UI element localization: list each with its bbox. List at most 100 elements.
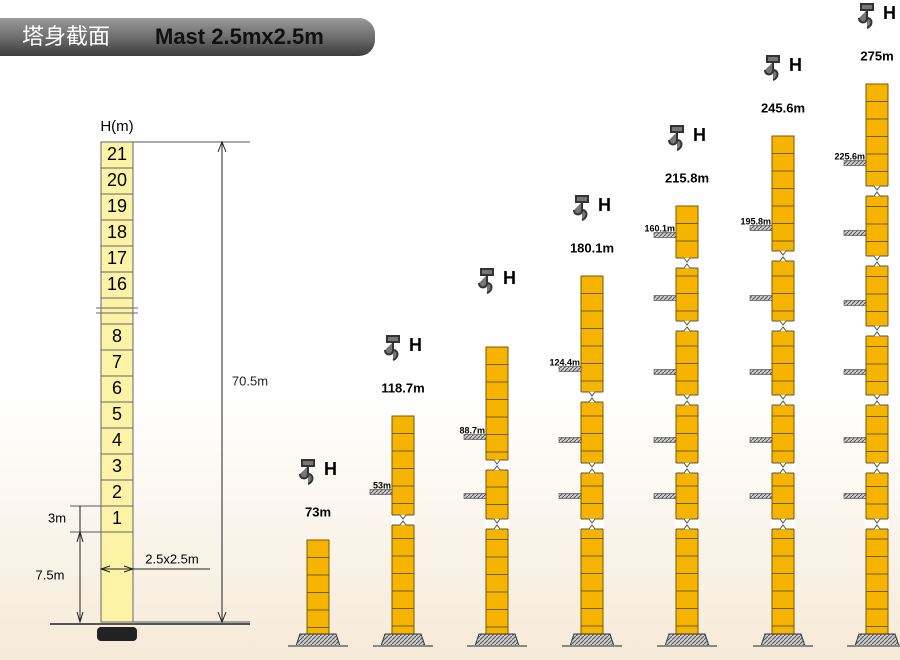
break-gap [391,515,415,525]
dim-label: 7.5m [36,567,65,582]
tower-body [306,539,330,635]
tie-rod [749,437,773,443]
tower: 195.8m 245.6m H [740,55,813,647]
tie-rod [843,493,867,499]
base [295,633,341,647]
break-gap [865,395,889,405]
tie-rod [653,295,677,301]
tower: 225.6m 275m H [834,3,900,647]
break-mark [772,462,794,474]
hook-icon [573,195,589,221]
section-number: 16 [107,274,127,294]
height-label: 180.1m [570,240,614,255]
break-gap [675,321,699,331]
break-gap [580,392,604,402]
break-mark [96,307,138,314]
section-number: 20 [107,170,127,190]
tie-label: 88.7m [459,425,485,435]
break-gap [771,395,795,405]
header-cn: 塔身截面 [22,24,110,49]
arrow [99,565,135,573]
base [569,633,615,647]
tower-body [580,275,604,635]
tie-rod [843,160,867,166]
base [380,633,426,647]
hook-label: H [883,3,896,23]
tower: 73m H [288,459,348,647]
arrow [217,140,227,624]
break-gap [485,460,509,470]
hook-label: H [598,195,611,215]
base [854,633,900,647]
dim-label: 2.5x2.5m [145,551,198,566]
tie-rod [749,493,773,499]
height-label: 245.6m [761,100,805,115]
break-mark [866,394,888,406]
tie-rod [653,493,677,499]
tie-label: 195.8m [740,216,771,226]
hook-icon [478,268,494,294]
tie-rod [653,369,677,375]
tie-rod [843,300,867,306]
tie-label: 160.1m [644,223,675,233]
break-mark [866,518,888,530]
break-mark [581,391,603,403]
break-gap [771,519,795,529]
break-gap [675,395,699,405]
break-mark [866,325,888,337]
break-mark [486,518,508,530]
break-mark [486,459,508,471]
tie-rod [749,295,773,301]
hook-label: H [503,268,516,288]
break-gap [580,519,604,529]
axis-label: H(m) [100,118,133,135]
tower: 160.1m 215.8m H [644,125,717,647]
mast-section: H(m) 70.5m 3m 7.5m 2.5x2.5m 212019181716… [36,118,268,641]
section-number: 3 [112,456,122,476]
dim-label: 70.5m [232,373,268,388]
break-gap [485,519,509,529]
break-mark [866,185,888,197]
hook-label: H [789,55,802,75]
break-gap [865,186,889,196]
break-gap [865,463,889,473]
section-number: 1 [112,508,122,528]
mast-body [100,141,134,623]
tie-label: 225.6m [834,151,865,161]
hook-icon [668,125,684,151]
tie-rod [843,369,867,375]
section-number: 21 [107,144,127,164]
break-mark [676,518,698,530]
header-bar [0,18,375,56]
break-mark [772,250,794,262]
tie-label: 53m [373,480,391,490]
break-gap [771,251,795,261]
hook-icon [299,459,315,485]
break-mark [772,518,794,530]
tower: 124.4m 180.1m H [549,195,622,647]
tower: 88.7m H [459,268,527,647]
section-number: 19 [107,196,127,216]
tower-body [771,135,795,635]
break-gap [865,326,889,336]
section-number: 4 [112,430,122,450]
break-mark [866,462,888,474]
section-number: 8 [112,326,122,346]
tie-rod [463,493,487,499]
break-mark [581,518,603,530]
header-title: Mast 2.5mx2.5m [155,24,324,49]
break-gap [771,463,795,473]
tower: 53m 118.7m H [369,335,433,647]
tie-rod [558,437,582,443]
break-mark [866,255,888,267]
hook-label: H [324,459,337,479]
break-mark [676,257,698,269]
break-gap [675,258,699,268]
section-number: 18 [107,222,127,242]
base [760,633,806,647]
tie-rod [558,493,582,499]
tie-label: 124.4m [549,357,580,367]
section-number: 17 [107,248,127,268]
break-mark [676,320,698,332]
